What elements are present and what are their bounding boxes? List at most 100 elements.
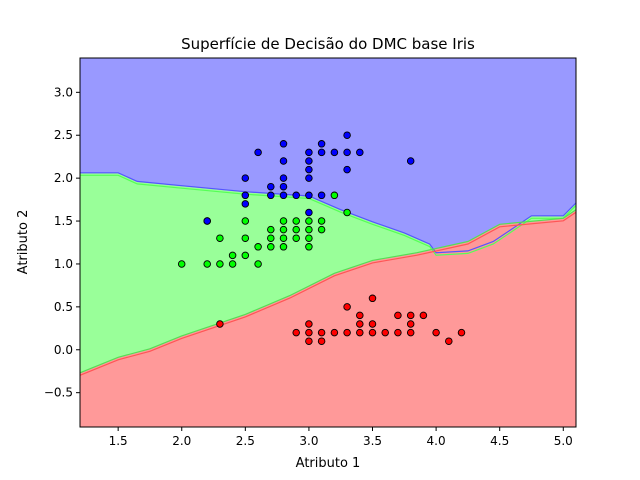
scatter-point-0-12: [356, 311, 364, 320]
chart-title: Superfície de Decisão do DMC base Iris: [181, 35, 475, 53]
scatter-point-0-5: [317, 328, 326, 337]
y-axis-title: Atributo 2: [16, 210, 31, 275]
scatter-point-1-1: [203, 260, 211, 268]
scatter-point-2-25: [343, 131, 351, 139]
x-tick-label-6: 4.5: [490, 434, 509, 448]
scatter-point-2-27: [406, 157, 415, 165]
scatter-point-0-24: [445, 337, 453, 345]
scatter-point-2-13: [305, 208, 313, 217]
scatter-point-0-15: [368, 294, 377, 303]
scatter-point-2-17: [305, 157, 313, 165]
scatter-point-2-22: [330, 148, 339, 157]
scatter-point-2-7: [279, 191, 288, 200]
scatter-point-1-27: [317, 217, 326, 225]
x-tick-label-5: 4.0: [427, 434, 446, 448]
scatter-point-1-14: [267, 225, 275, 234]
scatter-point-2-10: [279, 157, 288, 165]
y-tick-label-1: 0.0: [54, 343, 73, 357]
scatter-point-2-5: [267, 191, 275, 200]
scatter-point-0-8: [343, 328, 351, 337]
x-axis-title: Atributo 1: [296, 456, 361, 471]
scatter-point-0-10: [356, 328, 364, 337]
scatter-point-0-3: [305, 320, 313, 328]
boundary-line-upper-0: [80, 172, 577, 254]
boundary-line-lower-0: [79, 209, 577, 374]
scatter-point-2-3: [241, 174, 250, 182]
scatter-point-2-11: [279, 140, 288, 148]
scatter-point-2-2: [241, 191, 250, 200]
scatter-point-2-12: [292, 191, 300, 200]
scatter-point-2-24: [343, 148, 351, 157]
scatter-point-1-6: [228, 251, 237, 260]
scatter-point-1-10: [254, 260, 262, 268]
scatter-point-1-11: [254, 243, 262, 251]
scatter-point-1-13: [267, 234, 275, 242]
scatter-point-0-4: [305, 337, 313, 345]
y-tick-label-7: 3.0: [54, 85, 73, 99]
scatter-point-0-16: [381, 328, 389, 337]
scatter-point-2-1: [241, 200, 250, 208]
x-tick-label-3: 3.0: [299, 434, 318, 448]
scatter-point-0-21: [406, 311, 415, 320]
scatter-point-2-26: [356, 148, 364, 157]
scatter-point-1-0: [177, 260, 186, 268]
y-tick-label-0: −0.5: [44, 386, 73, 400]
scatter-point-2-4: [254, 148, 262, 157]
scatter-point-2-18: [305, 148, 313, 157]
scatter-point-1-25: [305, 217, 313, 225]
scatter-point-2-21: [317, 140, 326, 148]
scatter-point-0-19: [406, 328, 415, 337]
scatter-point-1-28: [330, 191, 339, 200]
scatter-point-0-2: [305, 328, 313, 337]
scatter-point-1-3: [216, 234, 224, 242]
scatter-point-1-26: [317, 225, 326, 234]
scatter-point-2-14: [305, 191, 313, 200]
scatter-point-1-29: [343, 208, 351, 217]
scatter-point-1-24: [305, 225, 313, 234]
scatter-point-0-11: [356, 320, 364, 328]
x-axis: 1.5 2.0 2.5 3.0 3.5 4.0 4.5 5.0: [109, 427, 573, 448]
scatter-point-0-18: [394, 311, 402, 320]
x-tick-label-1: 2.0: [172, 434, 191, 448]
scatter-point-2-23: [343, 165, 351, 174]
x-tick-label-4: 3.5: [363, 434, 382, 448]
scatter-point-0-14: [368, 320, 377, 328]
y-tick-label-6: 2.5: [54, 128, 73, 142]
scatter-point-2-19: [317, 191, 326, 200]
x-tick-label-0: 1.5: [109, 434, 128, 448]
scatter-point-0-17: [394, 328, 402, 337]
y-tick-label-3: 1.0: [54, 257, 73, 271]
scatter-point-1-4: [216, 260, 224, 268]
x-tick-label-7: 5.0: [554, 434, 573, 448]
scatter-point-1-21: [292, 217, 300, 225]
scatter-point-0-1: [292, 328, 300, 337]
scatter-point-0-20: [406, 320, 415, 328]
x-tick-label-2: 2.5: [236, 434, 255, 448]
axes-frame: [79, 57, 577, 428]
y-axis: −0.5 0.0 0.5 1.0 1.5 2.0 2.5 3.0: [44, 85, 80, 400]
scatter-point-1-7: [241, 251, 250, 260]
scatter-point-1-15: [279, 243, 288, 251]
scatter-point-0-9: [343, 303, 351, 311]
scatter-point-0-7: [330, 328, 339, 337]
scatter-point-2-6: [267, 182, 275, 191]
scatter-point-0-13: [368, 328, 377, 337]
scatter-point-1-12: [267, 243, 275, 251]
scatter-point-2-8: [279, 182, 288, 191]
scatter-point-1-19: [292, 234, 300, 242]
scatter-point-1-23: [305, 234, 313, 242]
scatter-point-2-0: [203, 217, 211, 225]
scatter-point-1-17: [279, 225, 288, 234]
scatter-point-2-9: [279, 174, 288, 182]
y-tick-label-5: 2.0: [54, 171, 73, 185]
scatter-point-0-22: [419, 311, 428, 320]
scatter-point-0-23: [432, 328, 440, 337]
scatter-point-0-0: [216, 320, 224, 328]
scatter-point-1-22: [305, 243, 313, 251]
scatter-point-1-9: [241, 217, 250, 225]
scatter-point-2-20: [317, 148, 326, 157]
scatter-point-0-25: [457, 328, 466, 337]
scatter-point-1-8: [241, 234, 250, 242]
boundary-line-upper-1: [80, 174, 577, 256]
